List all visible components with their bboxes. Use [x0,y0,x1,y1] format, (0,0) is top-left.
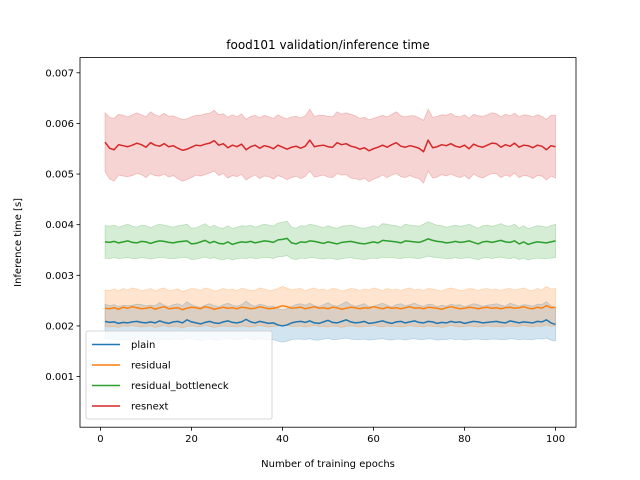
x-axis-ticks: 0 20 40 60 80 100 [97,427,565,445]
x-tick-label: 20 [185,434,198,445]
legend-label-residual: residual [131,361,171,372]
series-line-residual [104,304,556,311]
x-tick-label: 40 [276,434,289,445]
y-tick-label: 0.002 [45,321,74,332]
x-tick-label: 80 [458,434,471,445]
series-line-resnext [104,139,556,153]
y-tick-label: 0.004 [45,220,74,231]
chart-title: food101 validation/inference time [226,38,429,52]
band-resnext [104,108,556,184]
series-line-plain [104,318,556,327]
x-tick-label: 100 [546,434,565,445]
legend: plain residual residual_bottleneck resne… [85,330,273,420]
x-axis-label: Number of training epochs [261,459,395,470]
y-tick-label: 0.001 [45,372,74,383]
series-lines [104,139,556,327]
y-tick-label: 0.006 [45,119,74,130]
y-tick-label: 0.003 [45,271,74,282]
series-line-residual-bottleneck [104,237,556,246]
y-tick-label: 0.005 [45,170,74,181]
y-axis-label: Inference time [s] [13,198,24,287]
x-tick-label: 60 [367,434,380,445]
y-axis-ticks: 0.001 0.002 0.003 0.004 0.005 0.006 0.007 [45,68,80,383]
legend-label-residual-bottleneck: residual_bottleneck [131,381,229,392]
legend-frame [85,330,273,420]
x-tick-label: 0 [97,434,103,445]
plot-frame [79,57,577,428]
legend-label-resnext: resnext [131,402,168,413]
legend-label-plain: plain [131,340,155,351]
y-tick-label: 0.007 [45,68,74,79]
band-residual-bottleneck [104,220,556,261]
